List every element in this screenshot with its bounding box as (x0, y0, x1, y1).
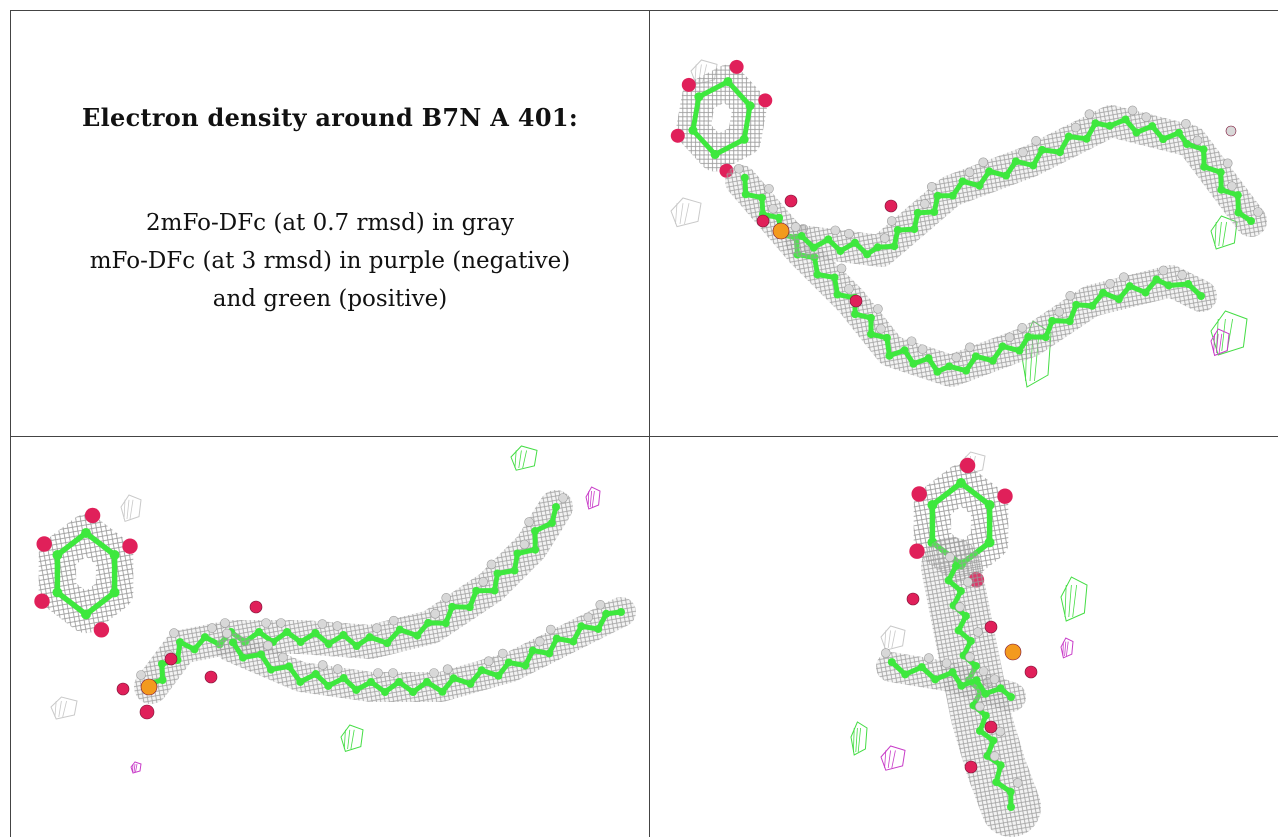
acyl-chain-upper (785, 105, 1267, 267)
positive-density-blob (850, 721, 868, 756)
caption-line-2mfo: 2mFo-DFc (at 0.7 rmsd) in gray (146, 210, 514, 236)
molecule-render-2 (34, 445, 636, 774)
oxygen-atom (784, 194, 798, 208)
negative-density-blob (1210, 328, 1230, 357)
caption-cell: Electron density around B7N A 401: 2mFo-… (11, 11, 649, 436)
oxygen-atom (884, 199, 898, 213)
caption-title: Electron density around B7N A 401: (81, 103, 578, 132)
oxygen-atom (984, 720, 998, 734)
oxygen-atom (1024, 665, 1038, 679)
phosphorus-atom (1004, 643, 1022, 661)
acyl-chain-side (876, 648, 1026, 712)
oxygen-atom (249, 600, 263, 614)
density-view-top-right (651, 11, 1278, 435)
mesh-fragment (50, 696, 78, 720)
caption-line-colors: and green (positive) (212, 286, 448, 312)
headgroup (34, 507, 138, 638)
positive-density-blob (1210, 215, 1238, 250)
density-view-bottom-right (651, 437, 1278, 837)
mesh-fragment (120, 494, 142, 523)
phosphorus-atom (140, 678, 158, 696)
negative-density-blob (130, 761, 142, 774)
negative-density-blob (1060, 637, 1074, 659)
oxygen-atom (139, 704, 155, 720)
acyl-chain-upper (134, 490, 573, 704)
caption-line-mfo: mFo-DFc (at 3 rmsd) in purple (negative) (89, 248, 571, 274)
positive-density-blob (1210, 310, 1248, 356)
density-view-bottom-left (11, 437, 649, 837)
figure-grid (10, 10, 1278, 837)
positive-density-blob (510, 445, 538, 471)
headgroup (670, 59, 773, 178)
molecule-render-1 (670, 59, 1267, 388)
phosphorus-atom (772, 222, 790, 240)
molecule-render-3 (850, 451, 1088, 837)
mesh-fragment (670, 197, 702, 228)
mesh-fragment (880, 625, 906, 651)
oxygen-atom (984, 620, 998, 634)
hydrogen-atom (1225, 125, 1237, 137)
negative-density-blob (585, 486, 601, 510)
oxygen-atom (116, 682, 130, 696)
positive-density-blob (340, 724, 364, 753)
oxygen-atom (164, 652, 178, 666)
oxygen-atom (204, 670, 218, 684)
grid-divider-vertical (649, 10, 650, 837)
oxygen-atom (849, 294, 863, 308)
negative-density-blob (880, 745, 906, 771)
oxygen-atom (906, 592, 920, 606)
oxygen-atom (756, 214, 770, 228)
acyl-chain-lower (216, 597, 636, 702)
grid-divider-horizontal (10, 436, 1278, 437)
oxygen-atom (964, 760, 978, 774)
caption-text: 2mFo-DFc (at 0.7 rmsd) in gray mFo-DFc (… (11, 204, 649, 318)
positive-density-blob (1060, 576, 1088, 622)
